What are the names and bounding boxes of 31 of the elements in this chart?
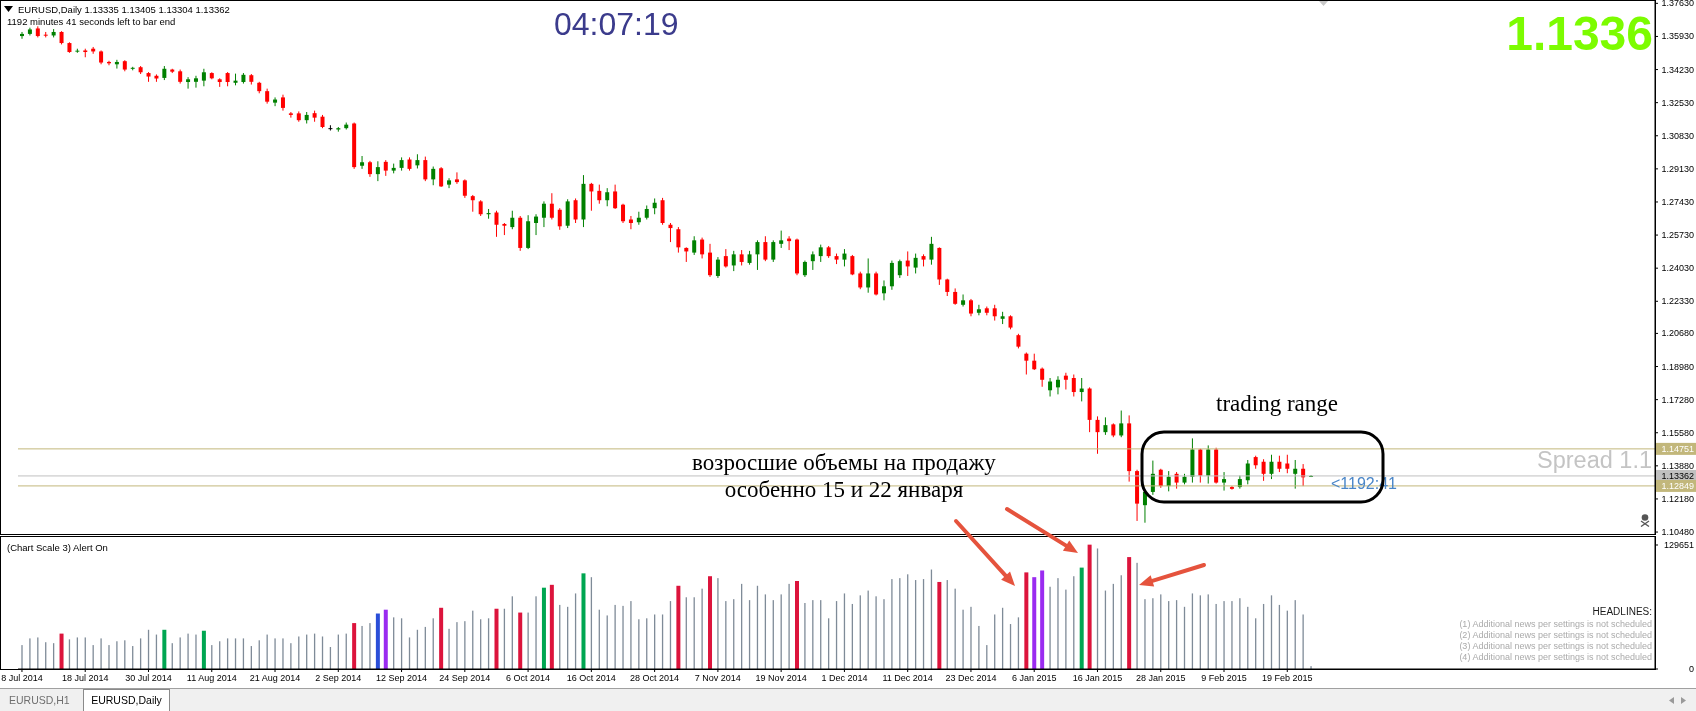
- x-tick-label: 8 Jul 2014: [1, 673, 43, 683]
- text: EURUSD,H1: [9, 694, 70, 706]
- x-tick-label: 16 Jan 2015: [1072, 673, 1123, 683]
- x-tick-label: 28 Oct 2014: [630, 673, 680, 683]
- x-tick-label: 11 Aug 2014: [186, 673, 237, 683]
- x-tick-label: 9 Feb 2015: [1201, 673, 1247, 683]
- x-tick-label: 24 Sep 2014: [439, 673, 491, 683]
- x-tick-label: 21 Aug 2014: [249, 673, 301, 683]
- x-tick-label: 19 Nov 2014: [755, 673, 807, 683]
- annotation: (3) Additional news per settings is not scheduled: [1459, 641, 1652, 652]
- annotation: (1) Additional news per settings is not scheduled: [1459, 619, 1652, 630]
- x-tick-label: 28 Jan 2015: [1135, 673, 1186, 683]
- tab: EURUSD,Daily: [83, 689, 170, 711]
- x-tick-label: 7 Nov 2014: [694, 673, 741, 683]
- x-tick-label: 30 Jul 2014: [125, 673, 172, 683]
- x-tick-label: 23 Dec 2014: [945, 673, 997, 683]
- y-tick-label: 0: [1688, 664, 1694, 674]
- x-tick-label: 18 Jul 2014: [61, 673, 109, 683]
- x-tick-label: 12 Sep 2014: [376, 673, 428, 683]
- annotation: (2) Additional news per settings is not scheduled: [1459, 630, 1652, 641]
- x-tick-label: 19 Feb 2015: [1261, 673, 1313, 683]
- x-tick-label: 11 Dec 2014: [882, 673, 933, 683]
- x-tick-label: 6 Jan 2015: [1011, 673, 1057, 683]
- x-tick-label: 16 Oct 2014: [566, 673, 616, 683]
- y-tick-label: 129651: [1663, 539, 1694, 550]
- text: (Chart Scale 3) Alert On: [7, 541, 108, 553]
- x-tick-label: 6 Oct 2014: [506, 673, 551, 683]
- x-tick-label: 1 Dec 2014: [821, 673, 868, 683]
- annotation: (4) Additional news per settings is not scheduled: [1459, 652, 1652, 663]
- x-tick-label: 2 Sep 2014: [315, 673, 362, 683]
- annotation: HEADLINES:: [1592, 605, 1652, 617]
